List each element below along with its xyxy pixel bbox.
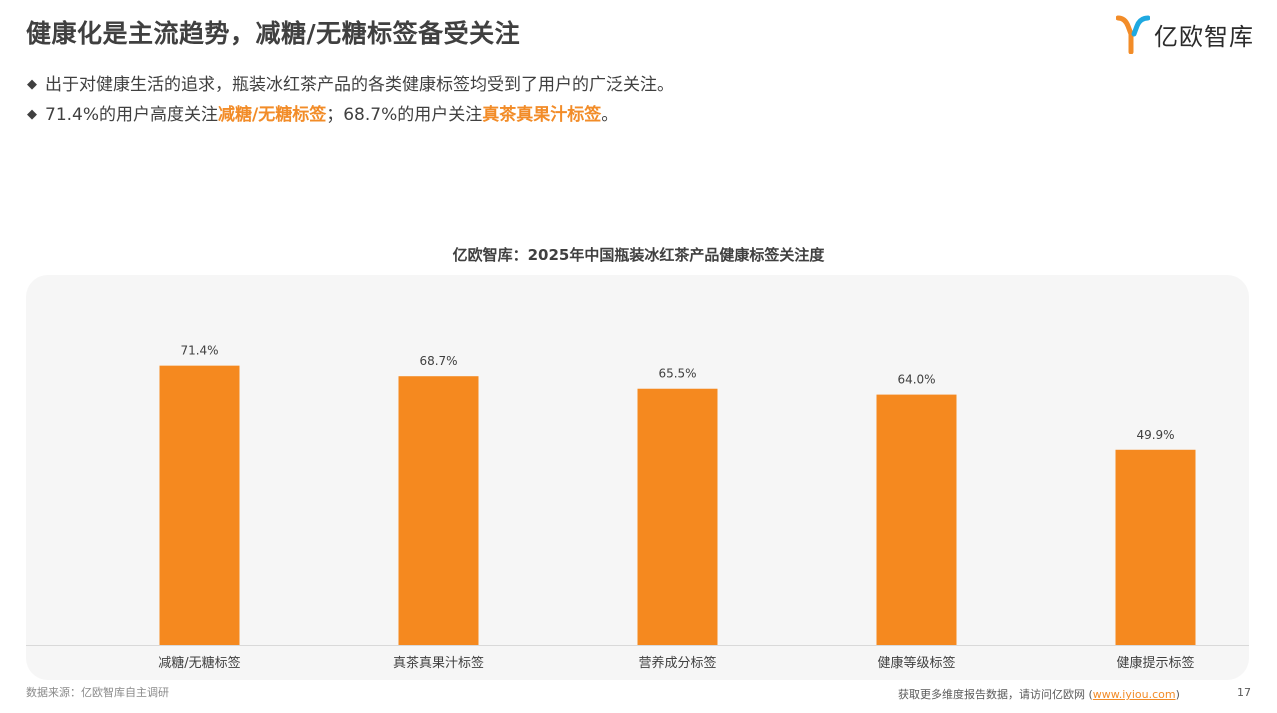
page-number: 17 xyxy=(1237,686,1251,699)
diamond-bullet-icon: ◆ xyxy=(27,107,37,122)
logo-text: 亿欧智库 xyxy=(1154,22,1254,51)
bullet-text: 出于对健康生活的追求，瓶装冰红茶产品的各类健康标签均受到了用户的广泛关注。 xyxy=(45,75,674,95)
page-title: 健康化是主流趋势，减糖/无糖标签备受关注 xyxy=(26,19,521,48)
footer-more-info: 获取更多维度报告数据，请访问亿欧网 (www.iyiou.com) xyxy=(898,686,1180,702)
bar-chart: 71.4% 减糖/无糖标签 68.7% 真茶真果汁标签 65.5% 营养成分标签 64.0%… xyxy=(26,344,1249,671)
bullet-text: 71.4%的用户高度关注 xyxy=(45,105,219,125)
highlight-text: 减糖/无糖标签 xyxy=(218,105,327,125)
bar xyxy=(876,394,957,645)
bar xyxy=(637,388,718,645)
website-link[interactable]: www.iyiou.com xyxy=(1092,688,1176,701)
x-tick-label: 真茶真果汁标签 xyxy=(393,655,484,671)
x-tick-label: 健康提示标签 xyxy=(1116,655,1194,671)
data-label: 65.5% xyxy=(658,367,696,381)
diamond-bullet-icon: ◆ xyxy=(27,77,37,92)
x-tick-label: 减糖/无糖标签 xyxy=(158,655,240,671)
yiou-logo-icon xyxy=(1116,15,1150,54)
data-label: 49.9% xyxy=(1136,428,1174,442)
footer-text: 获取更多维度报告数据，请访问亿欧网 ( xyxy=(898,688,1093,701)
brand-logo: 亿欧智库 xyxy=(1116,14,1254,54)
data-label: 68.7% xyxy=(419,354,457,368)
bar xyxy=(159,365,240,645)
bar xyxy=(1115,449,1196,645)
highlight-text: 真茶真果汁标签 xyxy=(482,105,602,125)
x-tick-label: 营养成分标签 xyxy=(638,655,716,671)
data-source: 数据来源：亿欧智库自主调研 xyxy=(26,686,169,699)
bullet-item: ◆ 71.4%的用户高度关注 减糖/无糖标签 ；68.7%的用户关注 真茶真果汁标签。 xyxy=(27,100,674,130)
chart-title: 亿欧智库：2025年中国瓶装冰红茶产品健康标签关注度 xyxy=(452,246,825,264)
bar xyxy=(398,376,479,645)
bullet-list: ◆ 出于对健康生活的追求，瓶装冰红茶产品的各类健康标签均受到了用户的广泛关注。 … xyxy=(27,70,674,130)
x-tick-label: 健康等级标签 xyxy=(877,655,955,671)
bullet-text: 。 xyxy=(601,105,619,125)
chart-panel: 71.4% 减糖/无糖标签 68.7% 真茶真果汁标签 65.5% 营养成分标签 64.0%… xyxy=(26,275,1249,680)
footer-text: ) xyxy=(1175,688,1180,701)
data-label: 71.4% xyxy=(180,344,218,358)
data-label: 64.0% xyxy=(897,373,935,387)
bullet-text: ；68.7%的用户关注 xyxy=(326,105,483,125)
bullet-item: ◆ 出于对健康生活的追求，瓶装冰红茶产品的各类健康标签均受到了用户的广泛关注。 xyxy=(27,70,674,100)
